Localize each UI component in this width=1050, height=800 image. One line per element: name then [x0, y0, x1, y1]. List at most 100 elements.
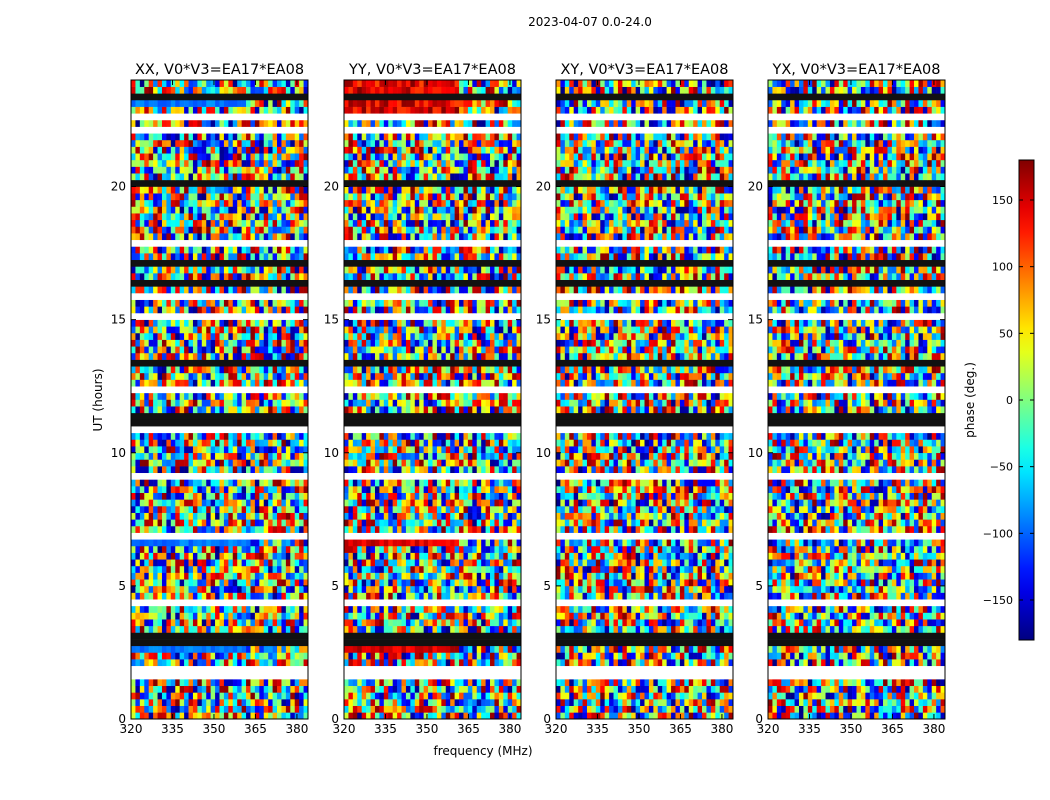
phase-cell	[197, 525, 203, 533]
phase-cell	[370, 492, 376, 500]
phase-cell	[467, 685, 473, 693]
phase-cell	[175, 539, 180, 547]
phase-cell	[139, 253, 145, 261]
phase-cell	[379, 459, 385, 467]
phase-cell	[410, 366, 416, 374]
phase-cell	[206, 186, 211, 194]
phase-cell	[254, 246, 260, 254]
phase-cell	[144, 266, 149, 274]
phase-cell	[215, 592, 220, 600]
phase-cell	[206, 379, 211, 387]
phase-cell	[135, 699, 141, 706]
phase-cell	[383, 406, 389, 414]
phase-cell	[303, 692, 309, 700]
phase-cell	[401, 545, 407, 553]
phase-cell	[210, 612, 216, 620]
phase-cell	[432, 652, 438, 660]
phase-cell	[303, 119, 309, 127]
phase-cell	[512, 565, 517, 573]
phase-cell	[179, 605, 185, 613]
phase-cell	[241, 159, 247, 167]
phase-cell	[498, 545, 504, 553]
phase-cell	[210, 452, 216, 460]
phase-cell	[370, 645, 376, 653]
phase-cell	[228, 572, 234, 580]
phase-cell	[397, 692, 402, 700]
phase-cell	[241, 206, 247, 214]
phase-cell	[206, 466, 211, 474]
phase-cell	[210, 339, 216, 347]
phase-cell	[268, 299, 273, 307]
phase-cell	[161, 659, 167, 667]
phase-cell	[170, 159, 176, 167]
phase-cell	[397, 352, 402, 360]
phase-cell	[263, 499, 269, 507]
phase-cell	[414, 592, 420, 600]
phase-cell	[467, 452, 473, 460]
phase-cell	[237, 146, 242, 154]
phase-cell	[188, 233, 194, 241]
phase-cell	[410, 399, 416, 407]
phase-cell	[290, 705, 296, 713]
phase-cell	[303, 712, 309, 720]
phase-cell	[388, 339, 393, 347]
phase-cell	[383, 652, 389, 660]
phase-cell	[268, 166, 273, 174]
phase-cell	[441, 572, 447, 580]
phase-cell	[246, 692, 251, 700]
phase-cell	[410, 652, 416, 660]
phase-cell	[498, 652, 504, 660]
phase-cell	[490, 499, 495, 507]
phase-cell	[277, 286, 282, 294]
phase-cell	[494, 326, 500, 334]
phase-cell	[383, 399, 389, 407]
phase-cell	[507, 392, 513, 400]
phase-cell	[281, 499, 287, 507]
phase-cell	[263, 699, 269, 706]
phase-cell	[135, 399, 141, 407]
phase-cell	[436, 459, 442, 467]
phase-cell	[303, 339, 309, 347]
phase-cell	[423, 559, 429, 567]
phase-cell	[379, 392, 385, 400]
phase-cell	[303, 406, 309, 414]
phase-cell	[223, 372, 229, 380]
phase-cell	[401, 652, 407, 660]
phase-cell	[366, 479, 371, 487]
phase-cell	[157, 459, 163, 467]
phase-cell	[254, 213, 260, 221]
phase-cell	[290, 506, 296, 513]
phase-cell	[153, 585, 158, 593]
phase-cell	[516, 592, 522, 600]
phase-cell	[507, 659, 513, 667]
phase-cell	[237, 86, 242, 94]
phase-cell	[201, 366, 207, 374]
phase-cell	[507, 332, 513, 340]
phase-cell	[179, 173, 185, 181]
phase-cell	[259, 705, 265, 713]
phase-cell	[188, 572, 194, 580]
phase-cell	[206, 146, 211, 154]
phase-cell	[259, 406, 265, 414]
phase-cell	[361, 572, 367, 580]
phase-cell	[436, 346, 442, 354]
phase-cell	[139, 512, 145, 520]
phase-cell	[498, 645, 504, 653]
phase-cell	[419, 506, 424, 513]
phase-cell	[281, 625, 287, 633]
phase-cell	[259, 86, 265, 94]
phase-cell	[428, 692, 433, 700]
phase-cell	[201, 86, 207, 94]
phase-cell	[357, 492, 362, 500]
phase-cell	[184, 525, 189, 533]
phase-cell	[166, 605, 172, 613]
phase-cell	[144, 466, 149, 474]
phase-cell	[379, 519, 385, 527]
phase-cell	[179, 219, 185, 227]
phase-cell	[254, 512, 260, 520]
phase-cell	[139, 153, 145, 161]
phase-cell	[388, 466, 393, 474]
phase-cell	[148, 159, 154, 167]
phase-cell	[357, 326, 362, 334]
phase-cell	[223, 86, 229, 94]
